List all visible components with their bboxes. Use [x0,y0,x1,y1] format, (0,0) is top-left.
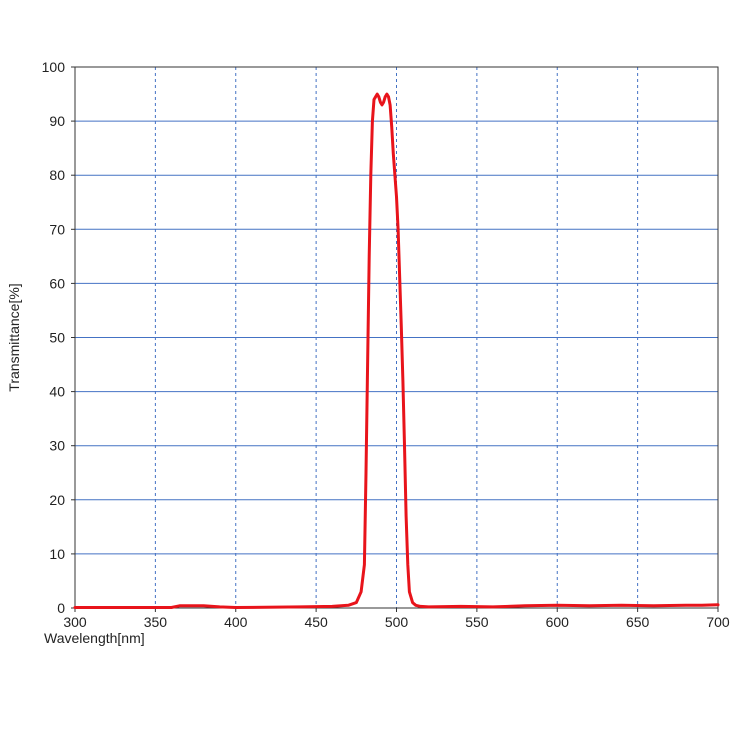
x-axis-ticks: 300 350 400 450 500 550 600 650 700 [63,608,730,630]
series-line-0 [73,92,720,609]
y-tick-label: 70 [49,221,65,237]
x-tick-label: 500 [385,614,409,630]
x-tick-label: 550 [465,614,489,630]
y-axis-ticks: 0 10 20 30 40 50 60 70 80 90 100 [42,59,75,616]
y-tick-label: 60 [49,275,65,291]
y-tick-label: 90 [49,113,65,129]
y-tick-label: 20 [49,492,65,508]
y-axis-label: Transmittance[%] [6,283,22,391]
y-tick-label: 40 [49,384,65,400]
y-tick-label: 10 [49,546,65,562]
y-tick-label: 80 [49,167,65,183]
grid-lines [75,67,718,608]
y-tick-label: 100 [42,59,66,75]
x-tick-label: 400 [224,614,248,630]
x-tick-label: 450 [304,614,328,630]
x-tick-label: 350 [144,614,168,630]
y-tick-label: 30 [49,438,65,454]
x-tick-label: 700 [706,614,730,630]
series-layer [73,92,720,609]
x-tick-label: 650 [626,614,650,630]
y-tick-label: 0 [57,600,65,616]
y-tick-label: 50 [49,330,65,346]
x-tick-label: 300 [63,614,87,630]
x-axis-label: Wavelength[nm] [44,630,145,646]
x-tick-label: 600 [546,614,570,630]
